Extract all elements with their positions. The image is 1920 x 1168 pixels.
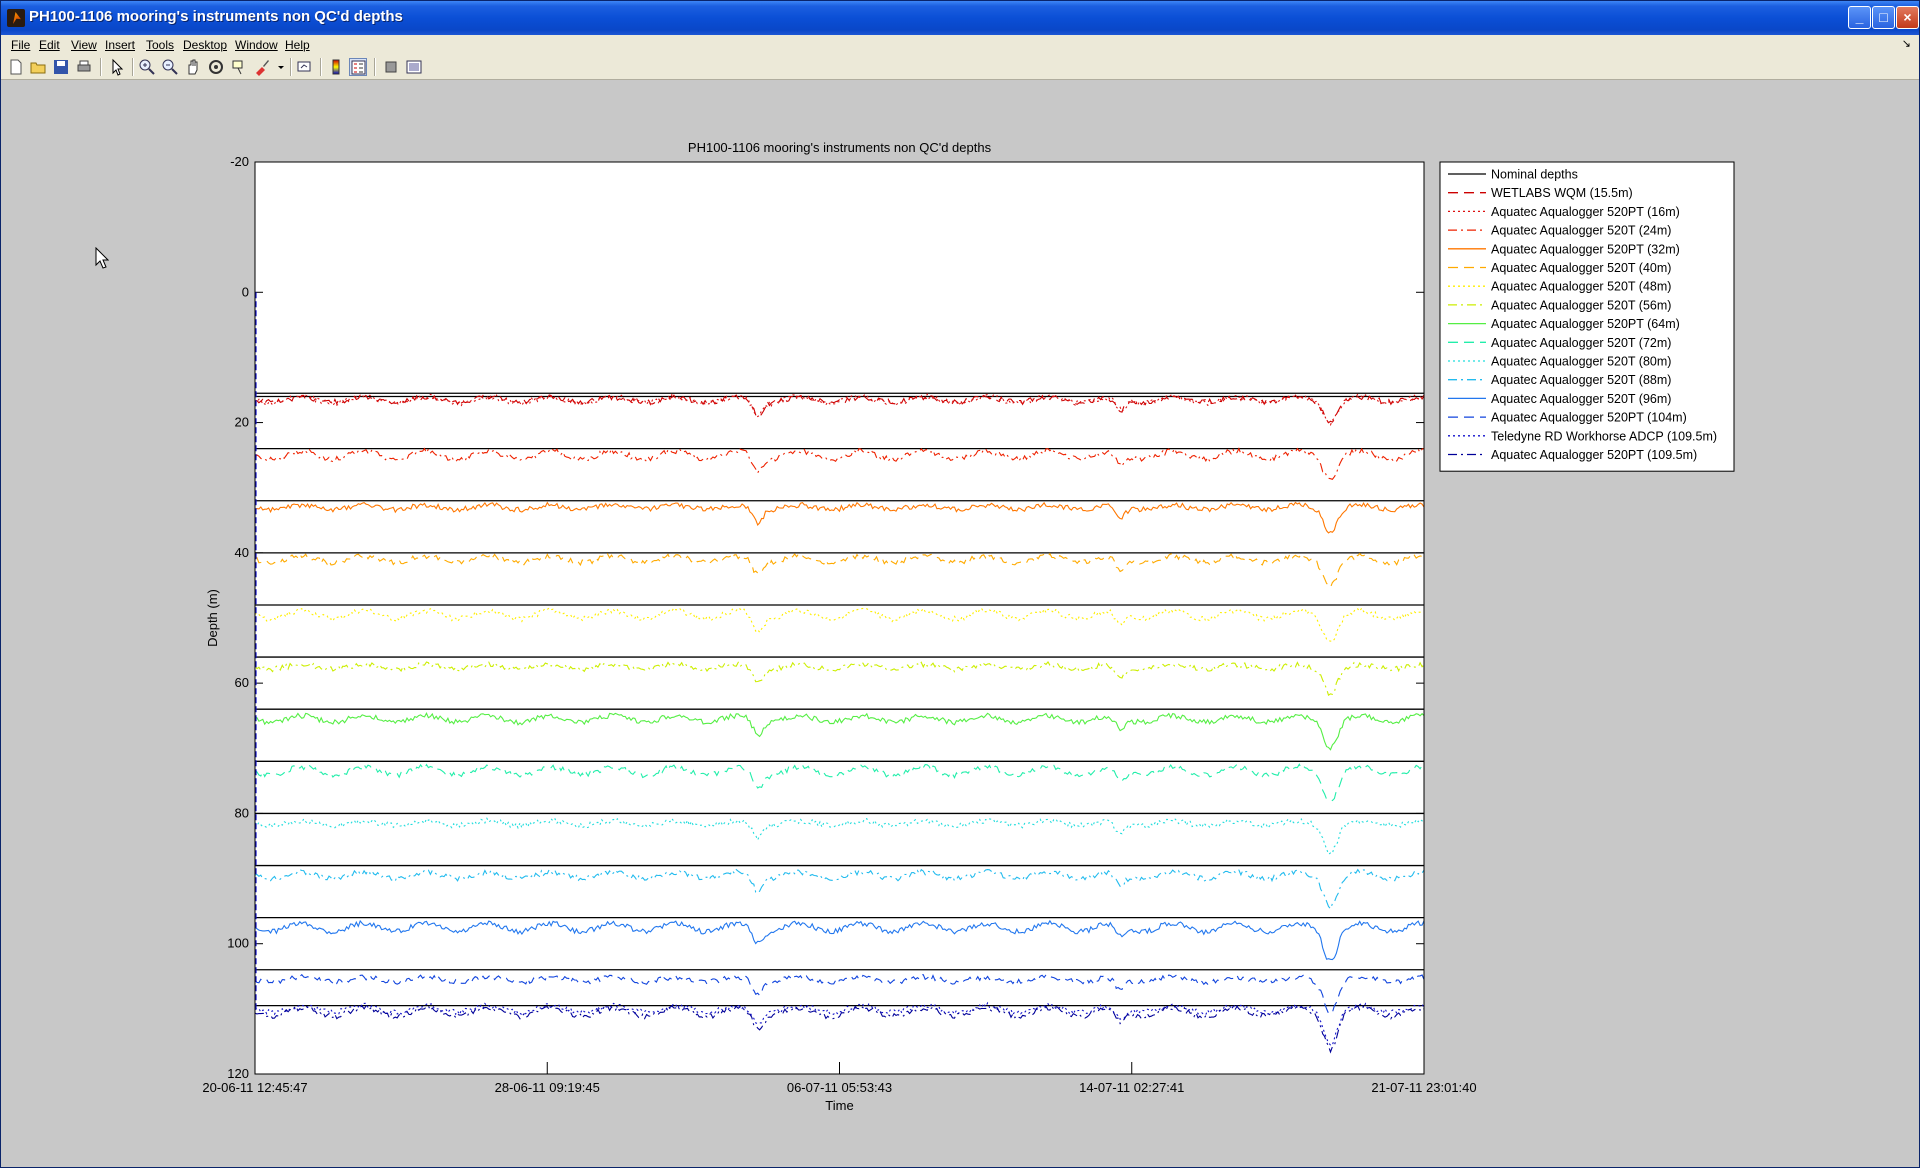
series-line — [254, 447, 1425, 480]
mouse-pointer-icon — [95, 247, 109, 269]
legend-entry: Aquatec Aqualogger 520T (24m) — [1491, 224, 1671, 238]
y-tick-label: 40 — [235, 545, 249, 560]
series-line — [254, 763, 1425, 802]
x-axis-label: Time — [825, 1098, 853, 1113]
legend-entry: Aquatec Aqualogger 520T (80m) — [1491, 355, 1671, 369]
y-tick-label: 100 — [227, 936, 249, 951]
series-line — [254, 661, 1425, 697]
y-tick-label: 80 — [235, 805, 249, 820]
legend-entry: WETLABS WQM (15.5m) — [1491, 186, 1633, 200]
series-line — [254, 817, 1425, 856]
y-tick-label: 120 — [227, 1066, 249, 1081]
legend-entry: Nominal depths — [1491, 168, 1578, 182]
series-line — [254, 973, 1425, 1015]
menu-desktop[interactable]: Desktop — [183, 38, 228, 52]
window-title: PH100-1106 mooring's instruments non QC'… — [29, 8, 403, 25]
link-plot-icon[interactable] — [296, 58, 314, 76]
data-cursor-icon[interactable] — [230, 58, 248, 76]
brush-icon[interactable] — [253, 58, 271, 76]
legend-entry: Aquatec Aqualogger 520T (48m) — [1491, 280, 1671, 294]
y-tick-label: 60 — [235, 675, 249, 690]
pan-hand-icon[interactable] — [184, 58, 202, 76]
show-plot-tools-icon[interactable] — [405, 58, 423, 76]
chart-title: PH100-1106 mooring's instruments non QC'… — [688, 140, 992, 155]
menu-help[interactable]: Help — [285, 38, 310, 52]
matlab-logo-icon — [7, 9, 25, 27]
legend-entry: Aquatec Aqualogger 520T (96m) — [1491, 392, 1671, 406]
series-line — [254, 712, 1425, 751]
rotate-3d-icon[interactable] — [207, 58, 225, 76]
legend-entry: Aquatec Aqualogger 520PT (16m) — [1491, 205, 1680, 219]
menu-view[interactable]: View — [71, 38, 97, 52]
colorbar-icon[interactable] — [327, 58, 345, 76]
x-tick-label: 21-07-11 23:01:40 — [1371, 1080, 1476, 1095]
maximize-button[interactable]: □ — [1872, 6, 1895, 29]
zoom-out-icon[interactable] — [161, 58, 179, 76]
dock-figure-icon[interactable]: ↘ — [1901, 38, 1911, 50]
legend-entry: Aquatec Aqualogger 520T (40m) — [1491, 261, 1671, 275]
chart-svg: PH100-1106 mooring's instruments non QC'… — [202, 140, 1735, 1113]
zoom-in-icon[interactable] — [138, 58, 156, 76]
x-tick-label: 20-06-11 12:45:47 — [202, 1080, 307, 1095]
series-line — [254, 393, 1425, 426]
series-line — [254, 919, 1425, 961]
menu-file[interactable]: File — [11, 38, 31, 52]
legend-entry: Aquatec Aqualogger 520PT (109.5m) — [1491, 448, 1697, 462]
menu-window[interactable]: Window — [235, 38, 278, 52]
open-file-icon[interactable] — [29, 58, 47, 76]
close-button[interactable]: × — [1896, 6, 1919, 29]
series-line — [254, 607, 1425, 643]
minimize-button[interactable]: _ — [1848, 6, 1871, 29]
menu-edit[interactable]: Edit — [39, 38, 60, 52]
axes-frame — [254, 161, 1425, 1075]
hide-plot-tools-icon[interactable] — [382, 58, 400, 76]
title-bar[interactable]: PH100-1106 mooring's instruments non QC'… — [1, 1, 1919, 35]
legend-entry: Aquatec Aqualogger 520T (88m) — [1491, 373, 1671, 387]
series-line — [254, 501, 1425, 534]
figure-toolbar — [1, 55, 1919, 80]
y-tick-label: 0 — [242, 284, 249, 299]
save-icon[interactable] — [52, 58, 70, 76]
brush-dropdown-icon[interactable] — [272, 58, 284, 76]
menu-insert[interactable]: Insert — [105, 38, 136, 52]
menu-bar: File Edit View Insert Tools Desktop Wind… — [1, 35, 1919, 55]
legend-entry: Aquatec Aqualogger 520T (56m) — [1491, 298, 1671, 312]
legend-entry: Teledyne RD Workhorse ADCP (109.5m) — [1491, 429, 1717, 443]
y-tick-label: -20 — [230, 154, 249, 169]
x-tick-label: 14-07-11 02:27:41 — [1079, 1080, 1184, 1095]
series-line — [254, 868, 1425, 910]
legend-entry: Aquatec Aqualogger 520PT (104m) — [1491, 411, 1687, 425]
figure-canvas: PH100-1106 mooring's instruments non QC'… — [5, 80, 1915, 1165]
series-line — [254, 552, 1425, 589]
series-line — [254, 1004, 1425, 1054]
y-axis-label: Depth (m) — [205, 589, 220, 647]
edit-plot-arrow-icon[interactable] — [108, 58, 126, 76]
x-tick-label: 28-06-11 09:19:45 — [495, 1080, 600, 1095]
legend-box — [1439, 161, 1735, 472]
legend-entry: Aquatec Aqualogger 520PT (64m) — [1491, 317, 1680, 331]
menu-tools[interactable]: Tools — [146, 38, 175, 52]
x-tick-label: 06-07-11 05:53:43 — [787, 1080, 892, 1095]
legend-entry: Aquatec Aqualogger 520PT (32m) — [1491, 242, 1680, 256]
new-figure-icon[interactable] — [7, 58, 25, 76]
print-icon[interactable] — [75, 58, 93, 76]
legend-icon[interactable] — [349, 58, 367, 76]
y-tick-label: 20 — [235, 415, 249, 430]
legend-entry: Aquatec Aqualogger 520T (72m) — [1491, 336, 1671, 350]
